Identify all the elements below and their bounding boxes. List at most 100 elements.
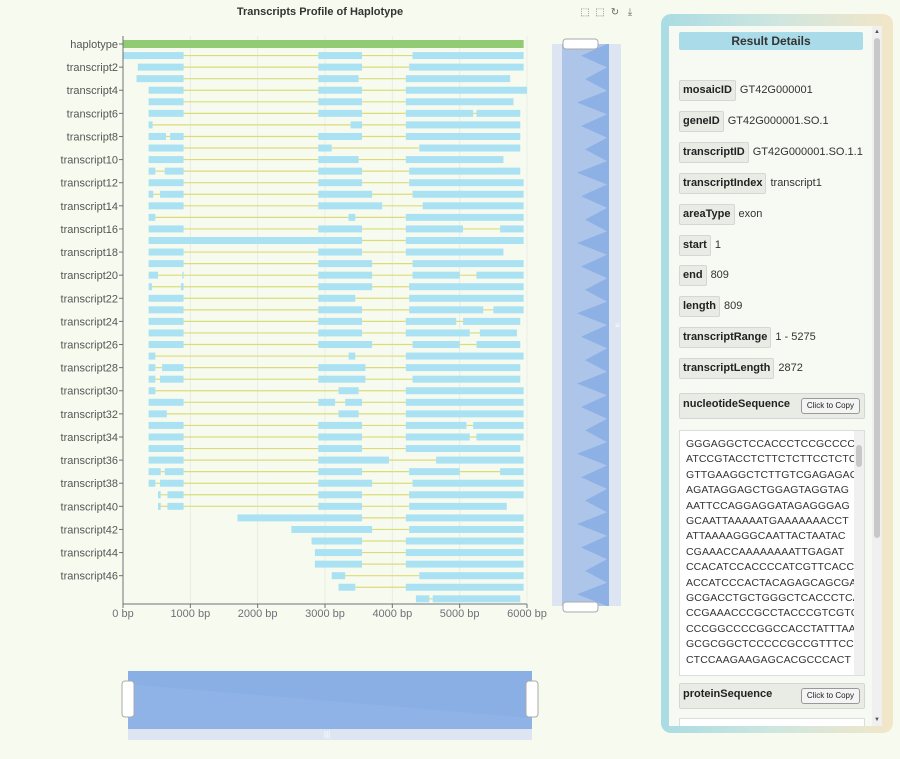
protein-sequence-text: MAGNGAIVESDPLNWGAAAAEL xyxy=(686,725,854,726)
field-value: 809 xyxy=(710,269,729,282)
exon-bar xyxy=(405,213,524,221)
exon-bar xyxy=(148,421,184,429)
y-tick-label: transcript4 xyxy=(67,85,118,97)
nucleotide-scrollbar[interactable] xyxy=(854,431,864,675)
exon-bar xyxy=(318,364,366,372)
x-tick-label: 0 bp xyxy=(112,608,133,620)
transcript-row xyxy=(148,445,521,453)
exon-bar xyxy=(473,421,524,429)
exon-bar xyxy=(318,445,363,453)
sequence-line: GCGACCTGCTGGGCTCACCCTCA xyxy=(686,592,860,605)
exon-bar xyxy=(405,549,524,557)
exon-bar xyxy=(318,375,366,383)
vertical-datazoom-bottom-handle[interactable] xyxy=(562,601,599,613)
exon-bar xyxy=(148,283,152,291)
panel-scrollbar[interactable]: ▲ ▼ xyxy=(872,26,882,726)
panel-scroll-thumb[interactable] xyxy=(874,38,880,538)
y-tick-label: transcript28 xyxy=(61,363,118,375)
exon-bar xyxy=(180,283,184,291)
exon-bar xyxy=(412,190,524,198)
exon-bar xyxy=(318,63,363,71)
field-value: GT42G000001.SO.1.1 xyxy=(752,145,863,158)
y-tick-label: transcript2 xyxy=(67,62,118,74)
exon-bar xyxy=(148,98,184,106)
exon-bar xyxy=(291,525,373,533)
exon-bar xyxy=(405,121,521,129)
transcript-row xyxy=(148,410,524,418)
field-key: end xyxy=(679,265,707,287)
exon-bar xyxy=(160,375,184,383)
zoom-icon[interactable]: ⬚ xyxy=(580,7,590,18)
protein-sequence-box[interactable]: MAGNGAIVESDPLNWGAAAAEL xyxy=(679,718,865,726)
exon-bar xyxy=(148,387,156,395)
x-tick-label: 4000 bp xyxy=(372,608,412,620)
restore-icon[interactable]: ↻ xyxy=(610,7,620,18)
transcript-row xyxy=(291,525,524,533)
horizontal-datazoom-preview xyxy=(128,671,532,718)
exon-bar xyxy=(318,86,363,94)
nucleotide-scroll-thumb[interactable] xyxy=(856,445,862,467)
exon-bar xyxy=(318,329,363,337)
copy-nucleotide-button[interactable]: Click to Copy xyxy=(800,398,860,414)
exon-bar xyxy=(500,225,524,233)
transcript-row xyxy=(148,225,524,233)
transcript-row xyxy=(314,549,524,557)
exon-bar xyxy=(148,213,156,221)
transcript-row xyxy=(123,52,524,60)
vertical-datazoom[interactable]: ≡ xyxy=(552,38,621,613)
copy-protein-button[interactable]: Click to Copy xyxy=(800,688,860,704)
exon-bar xyxy=(162,364,184,372)
exon-bar xyxy=(409,294,524,302)
scroll-up-icon[interactable]: ▲ xyxy=(874,29,880,35)
exon-bar xyxy=(318,398,336,406)
exon-bar xyxy=(314,549,363,557)
horizontal-datazoom-right-handle[interactable] xyxy=(525,680,539,718)
sequence-line: ATCCGTACCTCTTCTCTTCCTCTCA xyxy=(686,453,864,466)
exon-bar xyxy=(318,468,363,476)
exon-bar xyxy=(409,63,524,71)
exon-bar xyxy=(412,479,524,487)
y-tick-label: transcript42 xyxy=(61,524,118,536)
exon-bar xyxy=(148,479,156,487)
exon-bar xyxy=(318,109,363,117)
zoom-reset-icon[interactable]: ⬚ xyxy=(595,7,605,18)
transcript-row xyxy=(148,468,524,476)
vertical-datazoom-window xyxy=(562,44,609,606)
exon-bar xyxy=(405,514,524,522)
exon-bar xyxy=(148,341,184,349)
exon-bar xyxy=(318,456,389,464)
save-image-icon[interactable]: ⤓ xyxy=(627,7,633,18)
vertical-datazoom-top-handle[interactable] xyxy=(562,38,599,50)
y-tick-label: transcript32 xyxy=(61,409,118,421)
y-tick-label: transcript38 xyxy=(61,478,118,490)
field-transcriptLength: transcriptLength 2872 xyxy=(679,358,803,380)
sequence-line: GTTGAAGGCTCTTGTCGAGAGAG xyxy=(686,468,859,481)
y-tick-label: transcript34 xyxy=(61,432,118,444)
field-value: 809 xyxy=(724,300,743,313)
exon-bar xyxy=(167,491,184,499)
exon-bar xyxy=(338,410,359,418)
exon-bar xyxy=(493,306,524,314)
field-key: geneID xyxy=(679,110,724,132)
transcript-row xyxy=(148,433,524,441)
field-value: 1 - 5275 xyxy=(775,331,816,344)
exon-bar xyxy=(148,190,154,198)
y-tick-label: transcript20 xyxy=(61,270,118,282)
exon-bar xyxy=(318,433,363,441)
scroll-down-icon[interactable]: ▼ xyxy=(874,717,880,723)
exon-bar xyxy=(412,260,524,268)
horizontal-datazoom[interactable]: ||| xyxy=(121,671,539,740)
transcript-row xyxy=(148,421,524,429)
exon-bar xyxy=(148,445,184,453)
transcript-row xyxy=(148,364,521,372)
horizontal-datazoom-grip-icon: ||| xyxy=(324,730,330,739)
result-details-title: Result Details xyxy=(679,32,863,50)
y-tick-label: haplotype xyxy=(70,39,118,51)
exon-bar xyxy=(405,445,521,453)
exon-bar xyxy=(318,502,363,510)
transcript-row xyxy=(148,236,524,244)
nucleotide-sequence-box[interactable]: GGGAGGCTCCACCCTCCGCCCCG ATCCGTACCTCTTCTCT… xyxy=(679,430,865,676)
exon-bar xyxy=(405,132,521,140)
horizontal-datazoom-left-handle[interactable] xyxy=(121,680,135,718)
sequence-line: AATTCCAGGAGGATAGAGGGAG xyxy=(686,499,850,512)
